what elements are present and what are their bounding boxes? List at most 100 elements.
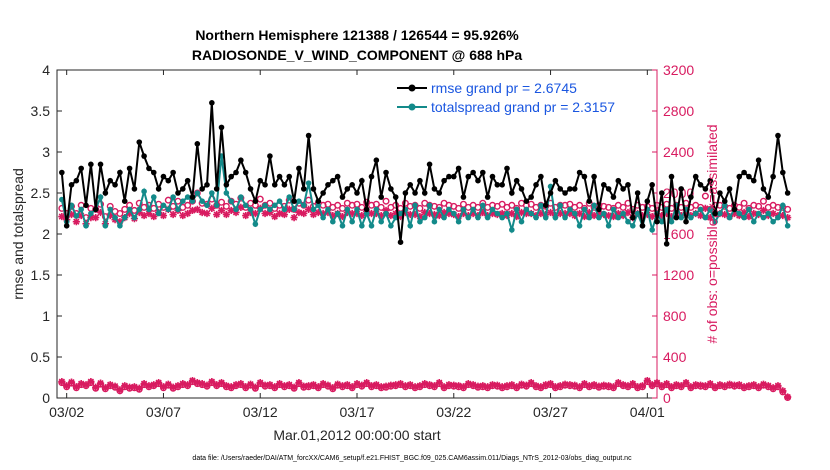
x-tick-label: 03/27: [533, 404, 568, 420]
totalspread-point: [354, 206, 360, 213]
obs-assimilated-low-point: [280, 382, 289, 390]
rmse-point: [446, 173, 452, 180]
obs-possible-point: [735, 203, 743, 211]
rmse-point: [363, 206, 370, 213]
obs-possible-point: [116, 209, 124, 217]
rmse-point: [673, 214, 680, 221]
obs-assimilated-point: [392, 209, 400, 218]
totalspread-point: [746, 206, 752, 213]
totalspread-point: [359, 223, 365, 229]
obs-assimilated-low-point: [619, 381, 627, 389]
obs-assimilated-point: [275, 209, 284, 218]
obs-assimilated-low-point: [638, 382, 647, 390]
plot-area: [56, 69, 658, 399]
rmse-point: [494, 182, 501, 188]
totalspread-point: [136, 206, 143, 213]
rmse-point: [499, 182, 505, 188]
totalspread-point: [175, 206, 181, 213]
obs-assimilated-point: [406, 210, 414, 219]
obs-assimilated-low-point: [730, 381, 739, 389]
rmse-point: [765, 194, 772, 200]
rmse-point: [663, 241, 670, 247]
rmse-point: [538, 173, 544, 180]
obs-assimilated-low-point: [237, 380, 245, 388]
obs-assimilated-low-point: [605, 382, 613, 390]
totalspread-point: [528, 210, 534, 217]
totalspread-point: [228, 198, 234, 204]
y-left-tick-label: 1: [42, 308, 50, 324]
obs-possible-point: [701, 192, 709, 200]
rmse-point: [620, 186, 626, 192]
obs-assimilated-point: [242, 211, 250, 220]
legend-totalspread-label: totalspread grand pr = 2.3157: [431, 99, 615, 115]
obs-assimilated-point: [377, 211, 385, 220]
totalspread-point: [276, 198, 283, 204]
obs-assimilated-low-point: [580, 380, 589, 388]
rmse-point: [755, 157, 762, 163]
rmse-point: [359, 177, 365, 184]
obs-assimilated-low-point: [682, 379, 690, 387]
rmse-point: [581, 173, 588, 180]
rmse-point: [465, 173, 472, 180]
rmse-point: [557, 186, 564, 192]
totalspread-point: [750, 218, 757, 225]
obs-assimilated-low-point: [396, 380, 405, 388]
rmse-point: [542, 202, 549, 209]
rmse-point: [247, 186, 254, 192]
obs-assimilated-low-point: [513, 383, 521, 391]
rmse-point: [731, 206, 738, 213]
obs-assimilated-low-point: [363, 379, 371, 387]
obs-assimilated-low-point: [324, 381, 332, 389]
totalspread-point: [291, 206, 297, 213]
obs-possible-point: [755, 202, 763, 210]
obs-assimilated-low-point: [440, 383, 448, 391]
obs-assimilated-point: [459, 209, 468, 218]
obs-assimilated-point: [421, 208, 429, 217]
rmse-point: [228, 173, 234, 180]
totalspread-point: [707, 206, 714, 213]
rmse-point: [218, 124, 225, 131]
obs-assimilated-low-point: [372, 381, 380, 389]
obs-assimilated-low-point: [532, 382, 540, 390]
totalspread-point: [271, 202, 278, 209]
totalspread-point: [450, 210, 457, 217]
rmse-point: [242, 169, 249, 176]
rmse-point: [252, 198, 259, 204]
totalspread-point: [533, 214, 539, 221]
obs-assimilated-point: [348, 209, 356, 218]
obs-assimilated-low-point: [387, 381, 395, 389]
obs-assimilated-low-point: [309, 381, 318, 389]
totalspread-point: [571, 210, 578, 217]
y-right-tick-label: 400: [663, 349, 687, 365]
rmse-point: [518, 186, 525, 192]
rmse-point: [431, 186, 438, 192]
rmse-point: [392, 194, 399, 200]
obs-assimilated-low-point: [711, 383, 719, 391]
totalspread-point: [141, 188, 147, 195]
obs-assimilated-point: [513, 212, 521, 221]
totalspread-point: [165, 206, 172, 213]
obs-assimilated-low-point: [217, 379, 226, 387]
rmse-point: [484, 194, 491, 200]
x-tick-label: 04/01: [630, 404, 665, 420]
obs-assimilated-point: [280, 210, 289, 219]
rmse-point: [746, 173, 752, 180]
obs-assimilated-low-point: [401, 382, 409, 390]
obs-assimilated-low-point: [624, 382, 632, 390]
obs-assimilated-low-point: [140, 380, 148, 388]
totalspread-point: [310, 206, 317, 213]
x-axis: 03/02 03/07 03/12 03/17 03/22 03/27 04/01: [49, 70, 665, 420]
totalspread-point: [88, 210, 94, 217]
obs-assimilated-point: [150, 212, 158, 221]
obs-possible-point: [774, 203, 782, 211]
obs-assimilated-low-point: [188, 376, 197, 385]
totalspread-point: [170, 194, 176, 200]
rmse-point: [533, 182, 539, 188]
obs-assimilated-point: [561, 209, 569, 218]
rmse-point: [571, 186, 578, 192]
obs-assimilated-low-point: [701, 382, 709, 390]
rmse-point: [509, 190, 515, 196]
obs-assimilated-low-point: [159, 383, 168, 391]
totalspread-point: [257, 206, 264, 213]
totalspread-point: [431, 218, 438, 225]
